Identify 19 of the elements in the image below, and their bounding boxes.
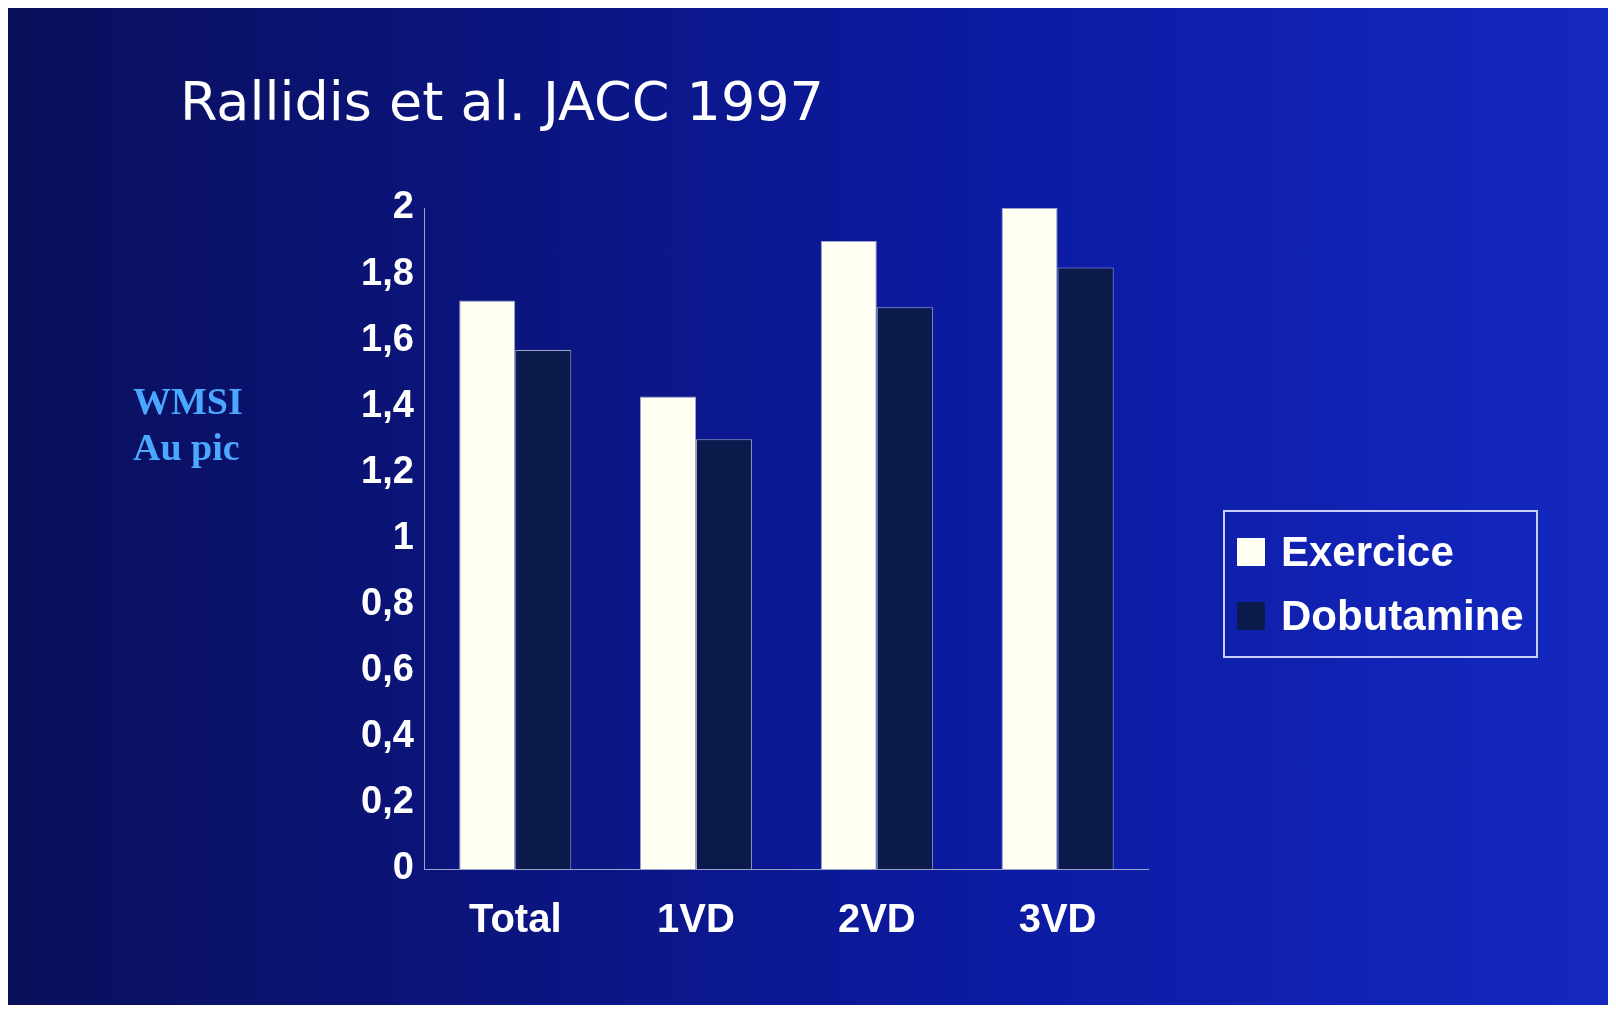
- y-tick-label: 1,6: [361, 316, 414, 359]
- y-tick-label: 0,4: [361, 713, 414, 756]
- y-tick-label: 0,8: [361, 581, 414, 624]
- y-tick-label: 1,8: [361, 250, 414, 293]
- y-axis-title: WMSI Au pic: [133, 379, 243, 470]
- legend-label: Exercice: [1281, 528, 1454, 576]
- x-tick-label: 2VD: [837, 896, 916, 941]
- y-tick-label: 1,2: [361, 448, 414, 491]
- chart-title: Rallidis et al. JACC 1997: [180, 70, 824, 133]
- x-tick-label: 1VD: [657, 896, 735, 941]
- legend-label: Dobutamine: [1281, 592, 1524, 640]
- y-tick-label: 0,2: [361, 779, 414, 822]
- y-tick-label: 2: [392, 184, 414, 227]
- y-tick-label: 1: [392, 514, 414, 557]
- y-tick-label: 1,4: [361, 382, 414, 425]
- x-tick-label: Total: [468, 896, 562, 941]
- y-tick-label: 0,6: [361, 647, 414, 690]
- x-tick-label: 3VD: [1018, 896, 1097, 941]
- y-tick-label: 0: [392, 845, 414, 888]
